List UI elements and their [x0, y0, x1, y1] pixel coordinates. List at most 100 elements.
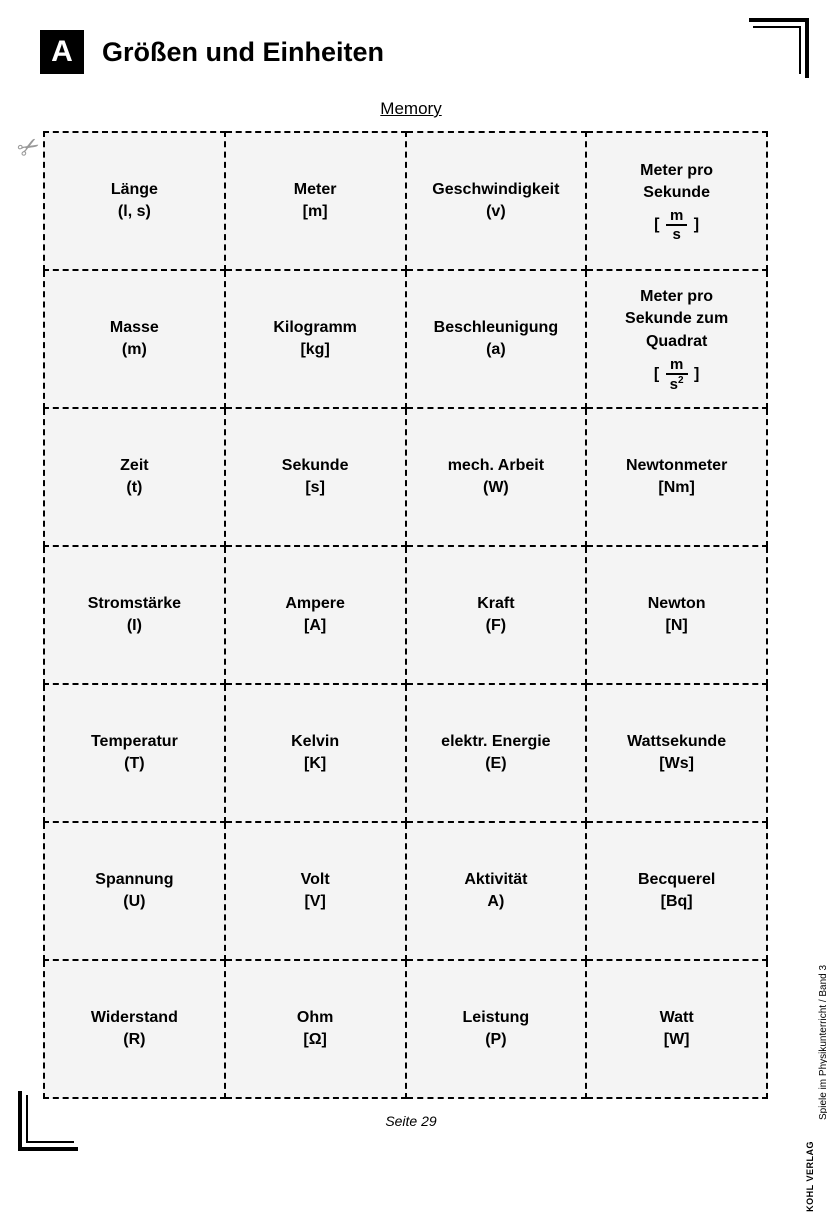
cell-line1: Wattsekunde — [593, 731, 760, 753]
cell-line1: Widerstand — [51, 1007, 218, 1029]
grid-cell: Sekunde[s] — [225, 408, 406, 546]
cell-fraction-wrap: [ ms2 ] — [593, 357, 760, 392]
grid-cell: Masse(m) — [44, 270, 225, 408]
fraction-denominator: s2 — [666, 375, 688, 392]
header: A Größen und Einheiten — [40, 30, 782, 74]
cell-line2: [Nm] — [593, 477, 760, 499]
cell-line2: Sekunde — [593, 182, 760, 204]
cell-line2: A) — [413, 891, 580, 913]
grid-cell: Watt[W] — [586, 960, 767, 1098]
cell-line1: Geschwindigkeit — [413, 179, 580, 201]
cell-line2: (l, s) — [51, 201, 218, 223]
subtitle: Memory — [40, 99, 782, 119]
cell-line2: (F) — [413, 615, 580, 637]
page-number: Seite 29 — [40, 1113, 782, 1129]
fraction: ms2 — [666, 357, 688, 392]
grid-cell: Kelvin[K] — [225, 684, 406, 822]
cell-line1: Sekunde — [232, 455, 399, 477]
cell-line2: [s] — [232, 477, 399, 499]
publisher-logo: KOHL VERLAG — [805, 1141, 815, 1212]
grid-row: Temperatur(T)Kelvin[K]elektr. Energie(E)… — [44, 684, 767, 822]
grid-cell: Widerstand(R) — [44, 960, 225, 1098]
fraction-denominator: s — [666, 226, 687, 242]
grid-cell: Newton[N] — [586, 546, 767, 684]
section-letter-box: A — [40, 30, 84, 74]
cell-line1: Stromstärke — [51, 593, 218, 615]
cell-line1: elektr. Energie — [413, 731, 580, 753]
cell-line2: (I) — [51, 615, 218, 637]
cell-line2: [m] — [232, 201, 399, 223]
cell-line2: (P) — [413, 1029, 580, 1051]
cell-line1: Meter pro — [593, 286, 760, 308]
page: A Größen und Einheiten Memory ✂ Länge(l,… — [0, 0, 827, 1169]
fraction-numerator: m — [666, 208, 687, 226]
cell-line1: Volt — [232, 869, 399, 891]
cell-line2: [K] — [232, 753, 399, 775]
cell-line1: Masse — [51, 317, 218, 339]
section-letter: A — [51, 35, 73, 69]
grid-cell: Beschleunigung(a) — [406, 270, 587, 408]
cell-line2: (U) — [51, 891, 218, 913]
grid-row: Länge(l, s)Meter[m]Geschwindigkeit(v)Met… — [44, 132, 767, 270]
grid-cell: Kilogramm[kg] — [225, 270, 406, 408]
grid-cell: Meter[m] — [225, 132, 406, 270]
cell-line1: Meter pro — [593, 160, 760, 182]
cell-line1: Kraft — [413, 593, 580, 615]
grid-cell: Spannung(U) — [44, 822, 225, 960]
cell-line1: Zeit — [51, 455, 218, 477]
cell-line1: Newtonmeter — [593, 455, 760, 477]
grid-cell: Volt[V] — [225, 822, 406, 960]
memory-grid: Länge(l, s)Meter[m]Geschwindigkeit(v)Met… — [43, 131, 768, 1099]
cell-line2: [N] — [593, 615, 760, 637]
scissors-icon: ✂ — [12, 129, 46, 167]
cell-line2: (T) — [51, 753, 218, 775]
grid-cell: Meter proSekunde zumQuadrat [ ms2 ] — [586, 270, 767, 408]
cell-line2: [A] — [232, 615, 399, 637]
grid-cell: Temperatur(T) — [44, 684, 225, 822]
grid-row: Masse(m)Kilogramm[kg]Beschleunigung(a)Me… — [44, 270, 767, 408]
grid-cell: Geschwindigkeit(v) — [406, 132, 587, 270]
cell-line2: (v) — [413, 201, 580, 223]
cell-line2: (W) — [413, 477, 580, 499]
cell-line1: Becquerel — [593, 869, 760, 891]
grid-cell: Stromstärke(I) — [44, 546, 225, 684]
cell-line1: Ohm — [232, 1007, 399, 1029]
grid-cell: elektr. Energie(E) — [406, 684, 587, 822]
cell-line1: Kilogramm — [232, 317, 399, 339]
grid-cell: AktivitätA) — [406, 822, 587, 960]
cell-line1: Spannung — [51, 869, 218, 891]
cell-line2: Sekunde zum — [593, 308, 760, 330]
cell-line2: [W] — [593, 1029, 760, 1051]
grid-cell: Länge(l, s) — [44, 132, 225, 270]
grid-cell: Becquerel[Bq] — [586, 822, 767, 960]
grid-cell: Kraft(F) — [406, 546, 587, 684]
cell-line1: Aktivität — [413, 869, 580, 891]
cell-line1: Beschleunigung — [413, 317, 580, 339]
grid-cell: mech. Arbeit(W) — [406, 408, 587, 546]
grid-row: Zeit(t)Sekunde[s]mech. Arbeit(W)Newtonme… — [44, 408, 767, 546]
side-publisher-text: Spiele im Physikunterricht / Band 3 Räts… — [817, 420, 827, 1120]
grid-cell: Zeit(t) — [44, 408, 225, 546]
grid-row: Spannung(U)Volt[V]AktivitätA)Becquerel[B… — [44, 822, 767, 960]
cell-line1: Meter — [232, 179, 399, 201]
cell-line2: (t) — [51, 477, 218, 499]
grid-cell: Newtonmeter[Nm] — [586, 408, 767, 546]
cell-line2: (a) — [413, 339, 580, 361]
grid-cell: Wattsekunde[Ws] — [586, 684, 767, 822]
fraction: ms — [666, 208, 687, 242]
cell-line1: Temperatur — [51, 731, 218, 753]
grid-cell: Ohm[Ω] — [225, 960, 406, 1098]
cell-line2: [Bq] — [593, 891, 760, 913]
sidebar-line1: Spiele im Physikunterricht / Band 3 — [817, 420, 827, 1120]
grid-row: Widerstand(R)Ohm[Ω]Leistung(P)Watt[W] — [44, 960, 767, 1098]
cell-line2: (E) — [413, 753, 580, 775]
cell-line1: Newton — [593, 593, 760, 615]
cell-line2: [V] — [232, 891, 399, 913]
cell-line2: [Ws] — [593, 753, 760, 775]
cell-line1: Länge — [51, 179, 218, 201]
cell-line2: (R) — [51, 1029, 218, 1051]
cell-line3: Quadrat — [593, 331, 760, 353]
cell-line1: Leistung — [413, 1007, 580, 1029]
page-title: Größen und Einheiten — [102, 37, 384, 68]
cell-line2: [kg] — [232, 339, 399, 361]
